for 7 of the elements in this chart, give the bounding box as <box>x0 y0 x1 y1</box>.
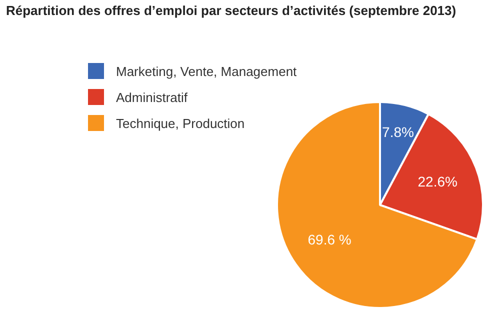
data-label: 7.8% <box>382 124 414 140</box>
legend-label: Technique, Production <box>116 116 245 130</box>
chart-title: Répartition des offres d’emploi par secteurs d’activités (septembre 2013) <box>6 3 456 18</box>
data-label: 69.6 % <box>308 232 352 248</box>
data-label: 22.6% <box>418 173 458 190</box>
legend-label: Marketing, Vente, Management <box>116 64 297 78</box>
legend-label: Administratif <box>116 90 188 104</box>
